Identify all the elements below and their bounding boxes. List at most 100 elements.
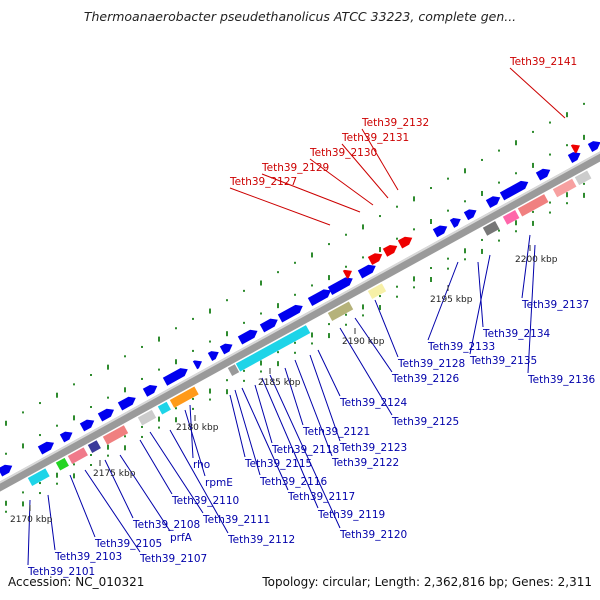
tick-mark bbox=[566, 112, 568, 118]
gene-label[interactable]: Teth39_2122 bbox=[331, 457, 399, 469]
gene-feature[interactable] bbox=[499, 178, 531, 201]
tick-mark bbox=[73, 463, 75, 466]
gene-label[interactable]: Teth39_2123 bbox=[339, 442, 407, 454]
tick-mark bbox=[396, 295, 398, 298]
gene-feature[interactable] bbox=[142, 382, 160, 397]
gene-feature[interactable] bbox=[59, 429, 75, 443]
gene-feature[interactable] bbox=[502, 210, 520, 225]
gene-feature[interactable] bbox=[567, 149, 583, 163]
gene-feature[interactable] bbox=[27, 468, 50, 486]
tick-mark bbox=[107, 396, 109, 399]
tick-mark bbox=[39, 482, 41, 485]
gene-feature[interactable] bbox=[307, 286, 333, 306]
gene-feature[interactable] bbox=[517, 194, 549, 217]
gene-feature[interactable] bbox=[382, 242, 400, 257]
gene-label[interactable]: Teth39_2118 bbox=[271, 444, 339, 456]
gene-feature[interactable] bbox=[37, 439, 56, 455]
gene-feature[interactable] bbox=[117, 394, 138, 411]
gene-label[interactable]: Teth39_2117 bbox=[287, 491, 355, 503]
gene-feature[interactable] bbox=[327, 275, 355, 295]
gene-feature[interactable] bbox=[574, 170, 592, 186]
gene-label[interactable]: Teth39_2101 bbox=[27, 566, 95, 578]
gene-feature[interactable] bbox=[485, 193, 503, 209]
gene-feature[interactable] bbox=[259, 316, 280, 333]
gene-feature[interactable] bbox=[342, 267, 354, 279]
gene-label[interactable]: Teth39_2125 bbox=[391, 416, 459, 428]
gene-feature[interactable] bbox=[367, 250, 385, 265]
gene-feature[interactable] bbox=[277, 302, 305, 323]
gene-label[interactable]: Teth39_2105 bbox=[94, 538, 162, 550]
gene-feature[interactable] bbox=[55, 457, 69, 471]
gene-feature[interactable] bbox=[535, 166, 553, 181]
gene-label[interactable]: Teth39_2133 bbox=[427, 341, 495, 353]
gene-feature[interactable] bbox=[0, 462, 14, 477]
gene-label[interactable]: rpmE bbox=[205, 477, 233, 489]
tick-mark bbox=[209, 308, 211, 314]
gene-label[interactable]: rho bbox=[193, 459, 210, 471]
gene-feature[interactable] bbox=[235, 325, 311, 372]
gene-feature[interactable] bbox=[449, 215, 463, 228]
gene-feature[interactable] bbox=[552, 178, 577, 198]
gene-label[interactable]: Teth39_2127 bbox=[229, 176, 297, 188]
gene-feature[interactable] bbox=[87, 440, 101, 453]
gene-feature[interactable] bbox=[169, 386, 199, 408]
gene-feature[interactable] bbox=[227, 364, 240, 376]
gene-label[interactable]: prfA bbox=[170, 532, 193, 544]
gene-feature[interactable] bbox=[570, 142, 582, 154]
gene-label[interactable]: Teth39_2135 bbox=[469, 355, 537, 367]
gene-feature[interactable] bbox=[137, 409, 157, 426]
gene-feature[interactable] bbox=[102, 425, 129, 445]
tick-mark bbox=[56, 424, 58, 427]
gene-label[interactable]: Teth39_2129 bbox=[261, 162, 329, 174]
tick-mark bbox=[22, 443, 24, 449]
gene-label[interactable]: Teth39_2120 bbox=[339, 529, 407, 541]
gene-feature[interactable] bbox=[79, 417, 97, 432]
gene-feature[interactable] bbox=[207, 348, 221, 361]
gene-label[interactable]: Teth39_2141 bbox=[509, 56, 577, 68]
gene-label[interactable]: Teth39_2128 bbox=[397, 358, 465, 370]
gene-feature[interactable] bbox=[97, 406, 116, 422]
tick-mark bbox=[277, 361, 279, 367]
gene-label[interactable]: Teth39_2137 bbox=[521, 299, 589, 311]
gene-label[interactable]: Teth39_2136 bbox=[527, 374, 596, 386]
gene-label[interactable]: Teth39_2131 bbox=[341, 132, 409, 144]
gene-feature[interactable] bbox=[162, 365, 190, 386]
gene-feature[interactable] bbox=[357, 262, 378, 279]
gene-feature[interactable] bbox=[432, 223, 450, 238]
gene-feature[interactable] bbox=[157, 401, 171, 415]
gene-label[interactable]: Teth39_2126 bbox=[391, 373, 460, 385]
gene-feature[interactable] bbox=[67, 447, 88, 464]
tick-mark bbox=[549, 201, 551, 204]
scale-label: 2175 kbp bbox=[93, 469, 136, 479]
gene-label[interactable]: Teth39_2134 bbox=[482, 328, 551, 340]
gene-label[interactable]: Teth39_2112 bbox=[227, 534, 295, 546]
gene-feature[interactable] bbox=[482, 221, 500, 236]
gene-feature[interactable] bbox=[192, 357, 204, 370]
gene-label[interactable]: Teth39_2110 bbox=[171, 495, 239, 507]
gene-label[interactable]: Teth39_2107 bbox=[139, 553, 207, 565]
gene-label[interactable]: Teth39_2108 bbox=[132, 519, 200, 531]
gene-label[interactable]: Teth39_2124 bbox=[339, 397, 408, 409]
gene-feature[interactable] bbox=[463, 206, 479, 221]
gene-feature[interactable] bbox=[367, 283, 387, 299]
gene-feature[interactable] bbox=[219, 341, 235, 355]
gene-feature[interactable] bbox=[237, 327, 260, 345]
gene-label[interactable]: Teth39_2103 bbox=[54, 551, 122, 563]
leader-line bbox=[47, 494, 56, 551]
gene-label[interactable]: Teth39_2116 bbox=[259, 476, 328, 488]
gene-label[interactable]: Teth39_2130 bbox=[309, 147, 377, 159]
leader-line bbox=[234, 389, 261, 476]
tick-mark bbox=[515, 140, 517, 146]
gene-label[interactable]: Teth39_2121 bbox=[302, 426, 370, 438]
gene-label[interactable]: Teth39_2119 bbox=[317, 509, 385, 521]
leader-line bbox=[354, 317, 393, 373]
gene-label[interactable]: Teth39_2111 bbox=[202, 514, 270, 526]
gene-feature[interactable] bbox=[397, 234, 415, 249]
tick-mark bbox=[141, 377, 143, 380]
gene-label[interactable]: Teth39_2115 bbox=[244, 458, 312, 470]
tick-mark bbox=[158, 426, 160, 429]
gene-label[interactable]: Teth39_2132 bbox=[361, 117, 429, 129]
gene-feature[interactable] bbox=[587, 138, 600, 152]
gene-feature[interactable] bbox=[327, 301, 354, 321]
